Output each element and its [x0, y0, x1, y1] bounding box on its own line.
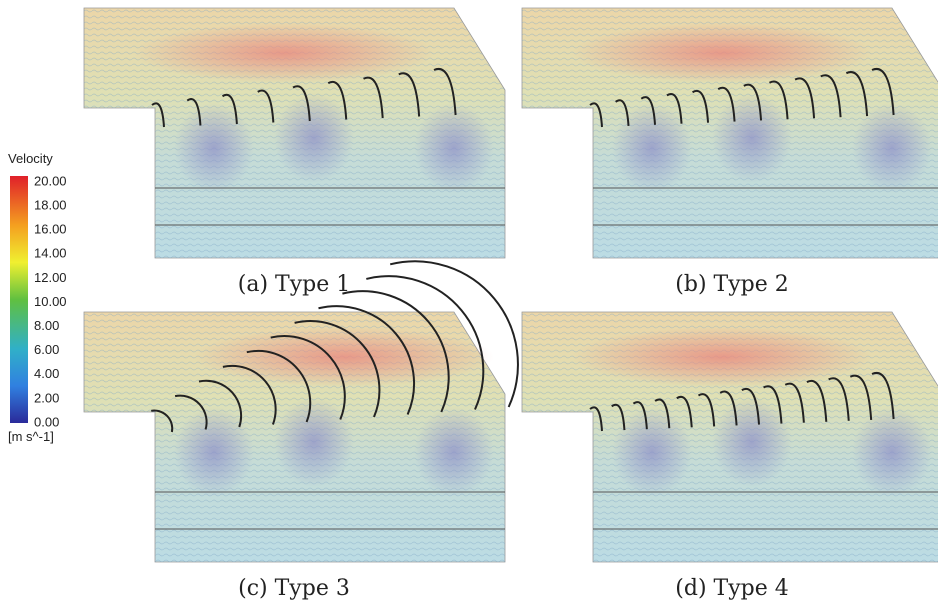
guide-vane — [871, 371, 895, 420]
colorbar-tick-label: 4.00 — [34, 366, 59, 381]
guide-vane — [318, 305, 415, 415]
flow-panel — [83, 7, 506, 259]
eddy — [414, 103, 494, 193]
colorbar-tick-label: 6.00 — [34, 342, 59, 357]
panel-caption: (d) Type 4 — [675, 576, 788, 601]
guide-vane — [389, 260, 519, 408]
guide-vane — [871, 67, 895, 116]
guide-vane — [820, 74, 842, 118]
colorbar-tick-label: 2.00 — [34, 390, 59, 405]
eddy — [712, 93, 792, 183]
guide-vane — [222, 364, 277, 425]
guide-vane — [806, 379, 828, 422]
eddy — [274, 93, 354, 183]
panel-caption: (b) Type 2 — [675, 272, 788, 297]
guide-vane — [433, 67, 457, 116]
guide-vane — [342, 290, 450, 413]
colorbar-tick-label: 10.00 — [34, 294, 67, 309]
colorbar-tick-label: 14.00 — [34, 246, 67, 261]
guide-vane — [615, 99, 630, 126]
guide-vane — [398, 72, 421, 117]
guide-vane — [784, 382, 805, 423]
eddy — [612, 407, 692, 497]
guide-vane — [151, 409, 174, 433]
guide-vane — [246, 349, 312, 423]
high-velocity — [572, 327, 872, 387]
eddy — [274, 397, 354, 487]
colorbar-tick-label: 0.00 — [34, 414, 59, 429]
guide-vane — [697, 393, 716, 427]
guide-vane — [327, 80, 348, 120]
guide-vane — [743, 83, 763, 121]
guide-vane — [257, 89, 275, 123]
legend-unit: [m s^-1] — [8, 429, 54, 444]
high-velocity — [134, 23, 434, 83]
guide-vane — [717, 86, 736, 122]
guide-vane — [845, 71, 869, 117]
eddy — [612, 103, 692, 193]
colorbar-tick-label: 16.00 — [34, 222, 67, 237]
guide-vane — [363, 76, 384, 119]
eddy — [174, 407, 254, 497]
colorbar — [10, 176, 28, 423]
guide-vane — [676, 395, 693, 428]
panel-caption: (c) Type 3 — [238, 576, 350, 601]
guide-vane — [768, 80, 789, 120]
guide-vane — [611, 403, 626, 431]
guide-vane — [794, 77, 816, 119]
guide-vane — [828, 377, 850, 421]
guide-vane — [719, 390, 738, 426]
colorbar-tick-label: 8.00 — [34, 318, 59, 333]
eddy — [852, 103, 932, 193]
guide-vane — [692, 89, 710, 123]
guide-vane — [186, 98, 202, 126]
high-velocity — [194, 327, 494, 387]
guide-vane — [640, 96, 657, 125]
colorbar-tick-label: 20.00 — [34, 173, 67, 188]
guide-vane — [741, 387, 761, 425]
guide-vane — [174, 394, 208, 430]
guide-vane — [763, 385, 783, 424]
guide-vane — [589, 406, 603, 432]
guide-vane — [270, 335, 346, 420]
panel-caption: (a) Type 1 — [238, 272, 350, 297]
guide-vane — [589, 102, 603, 128]
guide-vane — [849, 374, 873, 420]
high-velocity — [572, 23, 872, 83]
guide-vane — [366, 275, 485, 410]
colorbar-tick-label: 12.00 — [34, 270, 67, 285]
guide-vane — [632, 401, 648, 430]
flow-panel — [83, 260, 519, 563]
guide-vane — [151, 102, 165, 128]
eddy — [712, 397, 792, 487]
eddy — [174, 103, 254, 193]
guide-vane — [292, 85, 311, 122]
flow-panel — [521, 311, 938, 563]
eddy — [414, 407, 494, 497]
colorbar-tick-label: 18.00 — [34, 198, 67, 213]
flow-panel — [521, 7, 938, 259]
guide-vane — [198, 379, 243, 428]
guide-vane — [294, 320, 381, 418]
eddy — [852, 407, 932, 497]
guide-vane — [221, 93, 238, 125]
guide-vane — [666, 93, 683, 124]
guide-vane — [654, 398, 671, 429]
legend-title: Velocity — [8, 151, 53, 166]
